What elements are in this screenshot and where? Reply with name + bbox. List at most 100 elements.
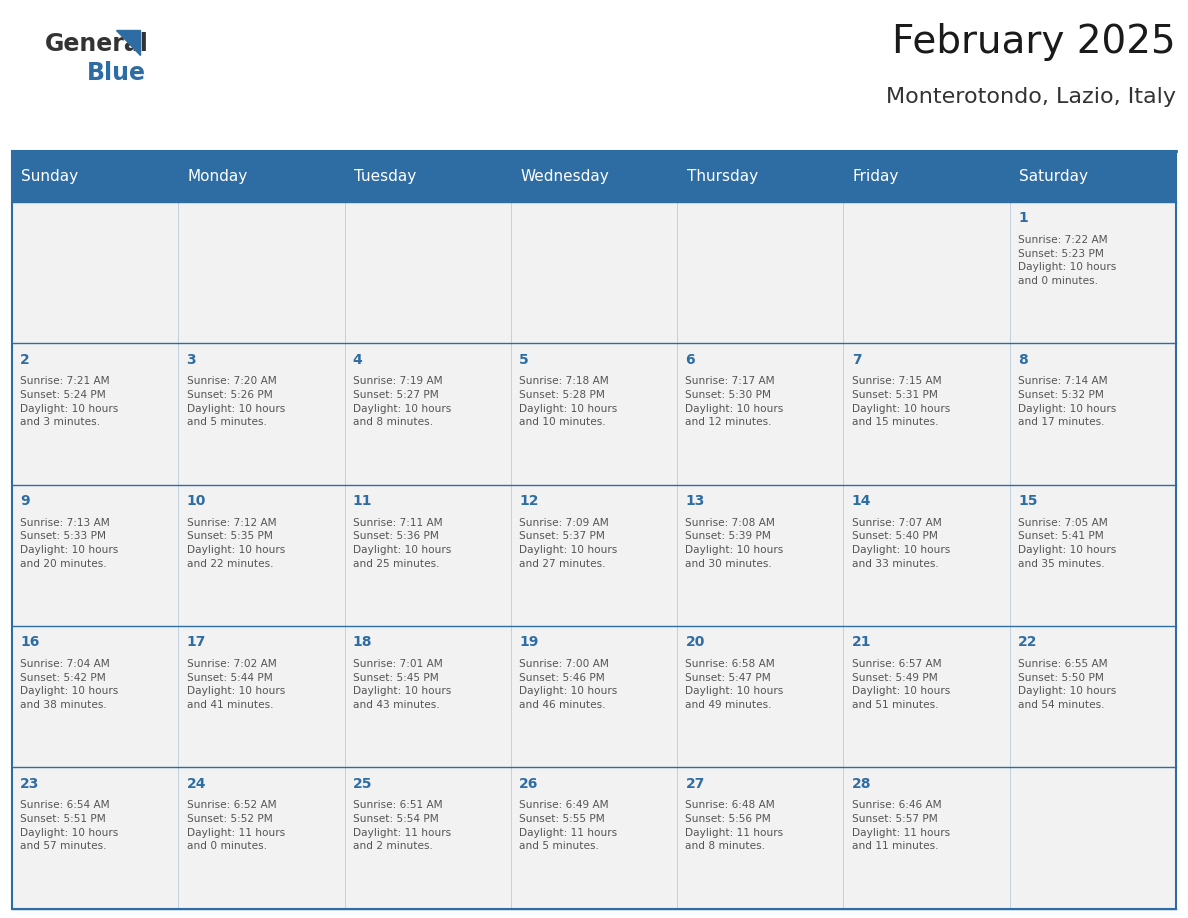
Text: General: General xyxy=(45,32,148,56)
Bar xyxy=(345,202,511,343)
Bar xyxy=(677,151,843,202)
Text: 20: 20 xyxy=(685,635,704,649)
Text: 1: 1 xyxy=(1018,211,1028,225)
Text: 23: 23 xyxy=(20,777,39,790)
Bar xyxy=(12,151,1176,909)
Bar xyxy=(178,767,345,909)
Bar xyxy=(1010,626,1176,767)
Bar xyxy=(843,767,1010,909)
Text: Sunrise: 6:51 AM
Sunset: 5:54 PM
Daylight: 11 hours
and 2 minutes.: Sunrise: 6:51 AM Sunset: 5:54 PM Dayligh… xyxy=(353,800,451,851)
Text: Sunrise: 7:08 AM
Sunset: 5:39 PM
Daylight: 10 hours
and 30 minutes.: Sunrise: 7:08 AM Sunset: 5:39 PM Dayligh… xyxy=(685,518,784,568)
Bar xyxy=(12,626,178,767)
Bar xyxy=(511,343,677,485)
Text: 13: 13 xyxy=(685,494,704,508)
Text: Saturday: Saturday xyxy=(1019,169,1088,185)
Text: Monday: Monday xyxy=(188,169,248,185)
Text: Sunrise: 7:02 AM
Sunset: 5:44 PM
Daylight: 10 hours
and 41 minutes.: Sunrise: 7:02 AM Sunset: 5:44 PM Dayligh… xyxy=(187,659,285,710)
Bar xyxy=(843,151,1010,202)
Text: Sunrise: 7:07 AM
Sunset: 5:40 PM
Daylight: 10 hours
and 33 minutes.: Sunrise: 7:07 AM Sunset: 5:40 PM Dayligh… xyxy=(852,518,950,568)
Text: 22: 22 xyxy=(1018,635,1037,649)
Bar xyxy=(1010,151,1176,202)
Bar xyxy=(677,767,843,909)
Text: 8: 8 xyxy=(1018,353,1028,366)
Bar xyxy=(1010,767,1176,909)
Bar xyxy=(178,626,345,767)
Bar xyxy=(511,202,677,343)
Text: Monterotondo, Lazio, Italy: Monterotondo, Lazio, Italy xyxy=(886,87,1176,107)
Text: Sunrise: 7:15 AM
Sunset: 5:31 PM
Daylight: 10 hours
and 15 minutes.: Sunrise: 7:15 AM Sunset: 5:31 PM Dayligh… xyxy=(852,376,950,427)
Text: Tuesday: Tuesday xyxy=(354,169,416,185)
Bar xyxy=(178,151,345,202)
Bar xyxy=(12,343,178,485)
Bar xyxy=(511,767,677,909)
Text: Wednesday: Wednesday xyxy=(520,169,609,185)
Text: 19: 19 xyxy=(519,635,538,649)
Text: 26: 26 xyxy=(519,777,538,790)
Bar xyxy=(12,202,178,343)
Bar xyxy=(511,485,677,626)
Bar xyxy=(843,343,1010,485)
Text: 15: 15 xyxy=(1018,494,1037,508)
Bar xyxy=(843,626,1010,767)
Bar xyxy=(843,485,1010,626)
Bar xyxy=(345,151,511,202)
Text: 11: 11 xyxy=(353,494,372,508)
Text: Thursday: Thursday xyxy=(687,169,758,185)
Text: Sunrise: 7:13 AM
Sunset: 5:33 PM
Daylight: 10 hours
and 20 minutes.: Sunrise: 7:13 AM Sunset: 5:33 PM Dayligh… xyxy=(20,518,119,568)
Text: Blue: Blue xyxy=(87,61,146,84)
Bar xyxy=(1010,343,1176,485)
Text: Sunrise: 6:52 AM
Sunset: 5:52 PM
Daylight: 11 hours
and 0 minutes.: Sunrise: 6:52 AM Sunset: 5:52 PM Dayligh… xyxy=(187,800,285,851)
Bar xyxy=(677,202,843,343)
Bar xyxy=(12,485,178,626)
Text: 7: 7 xyxy=(852,353,861,366)
Bar xyxy=(1010,485,1176,626)
Bar xyxy=(345,767,511,909)
Bar xyxy=(677,626,843,767)
Text: Sunrise: 6:48 AM
Sunset: 5:56 PM
Daylight: 11 hours
and 8 minutes.: Sunrise: 6:48 AM Sunset: 5:56 PM Dayligh… xyxy=(685,800,784,851)
Text: Sunrise: 6:49 AM
Sunset: 5:55 PM
Daylight: 11 hours
and 5 minutes.: Sunrise: 6:49 AM Sunset: 5:55 PM Dayligh… xyxy=(519,800,618,851)
Text: Sunrise: 7:04 AM
Sunset: 5:42 PM
Daylight: 10 hours
and 38 minutes.: Sunrise: 7:04 AM Sunset: 5:42 PM Dayligh… xyxy=(20,659,119,710)
Text: Sunrise: 7:00 AM
Sunset: 5:46 PM
Daylight: 10 hours
and 46 minutes.: Sunrise: 7:00 AM Sunset: 5:46 PM Dayligh… xyxy=(519,659,618,710)
Text: Sunrise: 6:55 AM
Sunset: 5:50 PM
Daylight: 10 hours
and 54 minutes.: Sunrise: 6:55 AM Sunset: 5:50 PM Dayligh… xyxy=(1018,659,1117,710)
Bar xyxy=(345,626,511,767)
Text: 28: 28 xyxy=(852,777,871,790)
Text: Sunrise: 6:54 AM
Sunset: 5:51 PM
Daylight: 10 hours
and 57 minutes.: Sunrise: 6:54 AM Sunset: 5:51 PM Dayligh… xyxy=(20,800,119,851)
Text: 25: 25 xyxy=(353,777,372,790)
Text: Sunday: Sunday xyxy=(21,169,78,185)
Text: Sunrise: 7:18 AM
Sunset: 5:28 PM
Daylight: 10 hours
and 10 minutes.: Sunrise: 7:18 AM Sunset: 5:28 PM Dayligh… xyxy=(519,376,618,427)
Bar xyxy=(178,343,345,485)
Text: 16: 16 xyxy=(20,635,39,649)
Text: Sunrise: 6:58 AM
Sunset: 5:47 PM
Daylight: 10 hours
and 49 minutes.: Sunrise: 6:58 AM Sunset: 5:47 PM Dayligh… xyxy=(685,659,784,710)
Text: 4: 4 xyxy=(353,353,362,366)
Polygon shape xyxy=(116,30,140,55)
Text: Sunrise: 7:09 AM
Sunset: 5:37 PM
Daylight: 10 hours
and 27 minutes.: Sunrise: 7:09 AM Sunset: 5:37 PM Dayligh… xyxy=(519,518,618,568)
Text: 5: 5 xyxy=(519,353,529,366)
Text: 6: 6 xyxy=(685,353,695,366)
Text: 10: 10 xyxy=(187,494,206,508)
Bar xyxy=(677,485,843,626)
Text: 9: 9 xyxy=(20,494,30,508)
Bar xyxy=(1010,202,1176,343)
Text: Sunrise: 7:22 AM
Sunset: 5:23 PM
Daylight: 10 hours
and 0 minutes.: Sunrise: 7:22 AM Sunset: 5:23 PM Dayligh… xyxy=(1018,235,1117,285)
Text: 3: 3 xyxy=(187,353,196,366)
Bar xyxy=(12,151,178,202)
Bar xyxy=(511,151,677,202)
Bar xyxy=(178,485,345,626)
Bar xyxy=(677,343,843,485)
Text: 17: 17 xyxy=(187,635,206,649)
Bar xyxy=(178,202,345,343)
Text: Sunrise: 7:17 AM
Sunset: 5:30 PM
Daylight: 10 hours
and 12 minutes.: Sunrise: 7:17 AM Sunset: 5:30 PM Dayligh… xyxy=(685,376,784,427)
Text: 24: 24 xyxy=(187,777,206,790)
Text: 18: 18 xyxy=(353,635,372,649)
Text: February 2025: February 2025 xyxy=(892,23,1176,61)
Text: Sunrise: 7:21 AM
Sunset: 5:24 PM
Daylight: 10 hours
and 3 minutes.: Sunrise: 7:21 AM Sunset: 5:24 PM Dayligh… xyxy=(20,376,119,427)
Text: 21: 21 xyxy=(852,635,871,649)
Text: Sunrise: 7:01 AM
Sunset: 5:45 PM
Daylight: 10 hours
and 43 minutes.: Sunrise: 7:01 AM Sunset: 5:45 PM Dayligh… xyxy=(353,659,451,710)
Text: Sunrise: 7:11 AM
Sunset: 5:36 PM
Daylight: 10 hours
and 25 minutes.: Sunrise: 7:11 AM Sunset: 5:36 PM Dayligh… xyxy=(353,518,451,568)
Text: Sunrise: 6:57 AM
Sunset: 5:49 PM
Daylight: 10 hours
and 51 minutes.: Sunrise: 6:57 AM Sunset: 5:49 PM Dayligh… xyxy=(852,659,950,710)
Text: Sunrise: 7:05 AM
Sunset: 5:41 PM
Daylight: 10 hours
and 35 minutes.: Sunrise: 7:05 AM Sunset: 5:41 PM Dayligh… xyxy=(1018,518,1117,568)
Bar xyxy=(511,626,677,767)
Text: Sunrise: 7:19 AM
Sunset: 5:27 PM
Daylight: 10 hours
and 8 minutes.: Sunrise: 7:19 AM Sunset: 5:27 PM Dayligh… xyxy=(353,376,451,427)
Bar xyxy=(345,343,511,485)
Text: Sunrise: 6:46 AM
Sunset: 5:57 PM
Daylight: 11 hours
and 11 minutes.: Sunrise: 6:46 AM Sunset: 5:57 PM Dayligh… xyxy=(852,800,950,851)
